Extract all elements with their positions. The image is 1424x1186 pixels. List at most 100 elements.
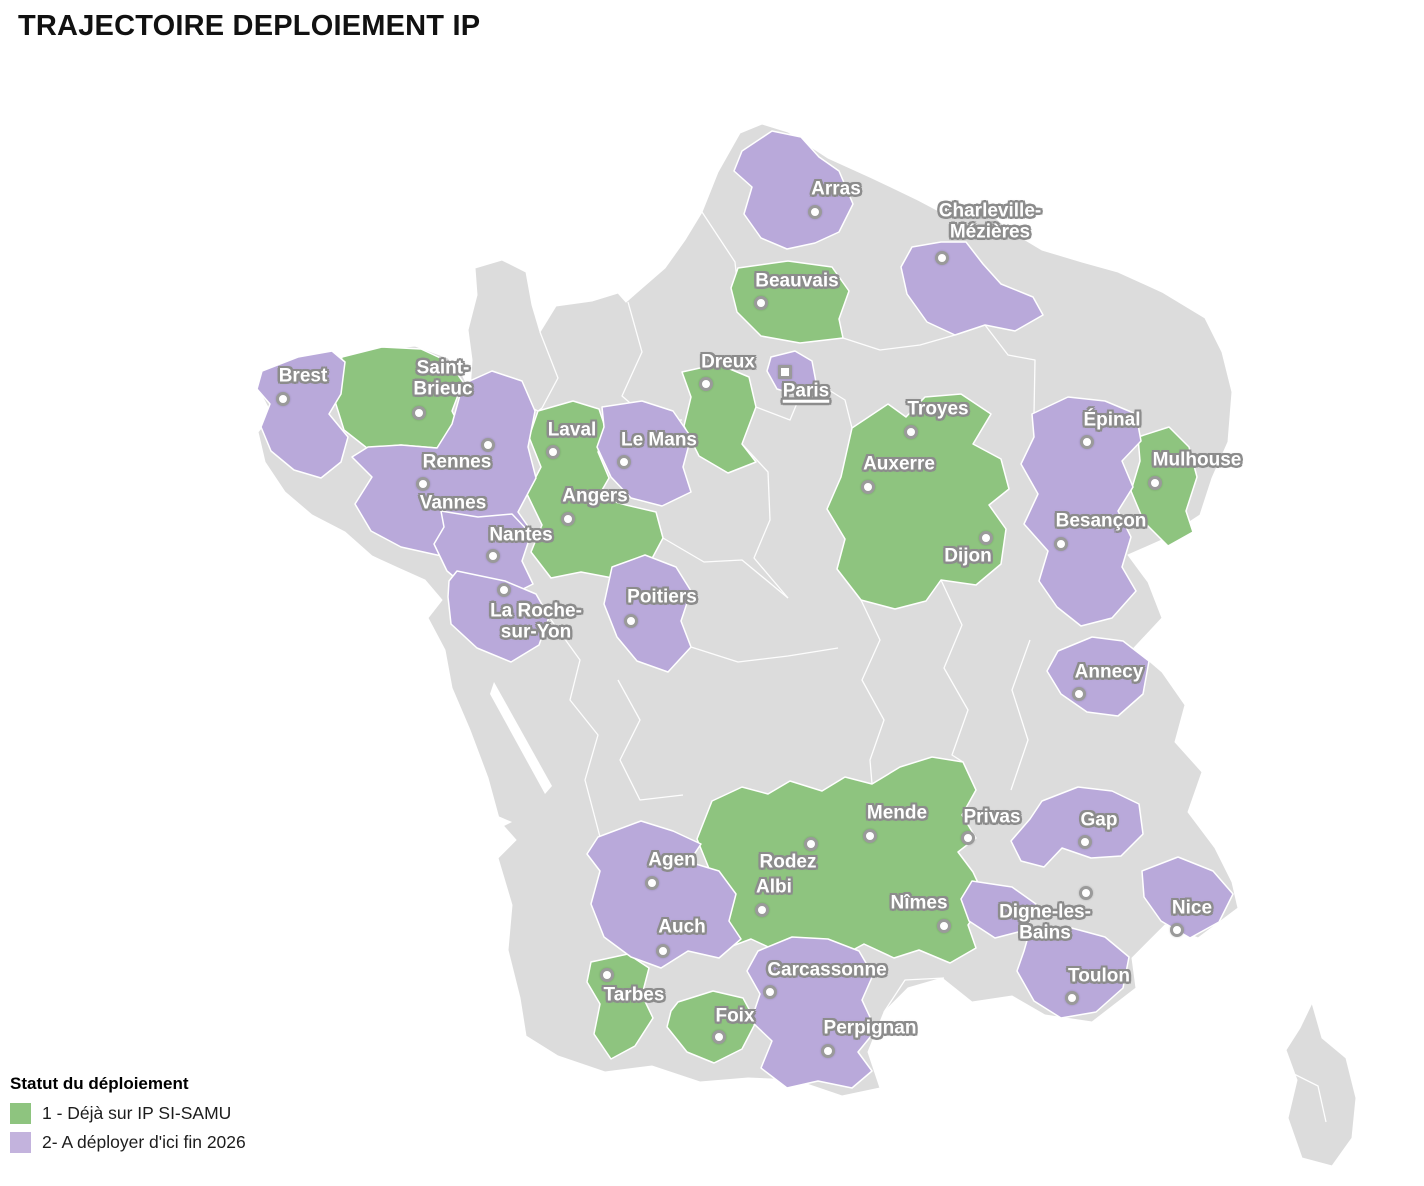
city-label-rennes: Rennes <box>422 451 492 473</box>
city-marker-saint-brieuc[interactable] <box>412 406 426 420</box>
city-marker-beauvais[interactable] <box>754 296 768 310</box>
city-label-albi: Albi <box>756 876 792 898</box>
city-marker-albi[interactable] <box>755 903 769 917</box>
city-label-agen: Agen <box>648 849 696 871</box>
region-gascogne-agen-auch[interactable] <box>586 820 742 969</box>
city-marker-paris[interactable] <box>778 365 792 379</box>
city-marker-la-roche-sur-yon[interactable] <box>497 583 511 597</box>
corsica <box>1285 1001 1357 1167</box>
city-marker-carcassonne[interactable] <box>763 985 777 999</box>
city-marker-privas[interactable] <box>961 831 975 845</box>
city-marker-poitiers[interactable] <box>624 614 638 628</box>
city-label-arras: Arras <box>811 178 861 200</box>
city-marker-nantes[interactable] <box>486 549 500 563</box>
city-label-saint-brieuc: Saint- Brieuc <box>413 357 473 399</box>
city-marker-digne-les-bains[interactable] <box>1079 886 1093 900</box>
city-marker-besancon[interactable] <box>1054 537 1068 551</box>
region-haut-rhin-mulhouse[interactable] <box>1130 426 1198 547</box>
city-marker-le-mans[interactable] <box>617 455 631 469</box>
france-outline <box>257 123 1239 1097</box>
city-label-tarbes: Tarbes <box>603 984 665 1006</box>
region-var-toulon[interactable] <box>1016 926 1130 1019</box>
city-marker-vannes[interactable] <box>416 477 430 491</box>
city-label-auxerre: Auxerre <box>863 453 935 475</box>
deployment-legend: Statut du déploiement 1 - Déjà sur IP SI… <box>10 1074 246 1161</box>
city-marker-gap[interactable] <box>1078 835 1092 849</box>
region-bourgogne-troyes-auxerre-dijon[interactable] <box>826 393 1010 610</box>
city-label-carcassonne: Carcassonne <box>767 959 887 981</box>
arcachon-notch <box>498 816 512 828</box>
city-label-epinal: Épinal <box>1083 409 1141 431</box>
city-marker-laval[interactable] <box>546 445 560 459</box>
city-marker-toulon[interactable] <box>1065 991 1079 1005</box>
city-label-nice: Nice <box>1171 897 1213 919</box>
legend-title: Statut du déploiement <box>10 1074 189 1093</box>
city-marker-charleville-mezieres[interactable] <box>935 251 949 265</box>
city-label-paris: Paris <box>782 380 830 402</box>
city-marker-auch[interactable] <box>656 944 670 958</box>
region-bretagne-sud-rennes-vannes[interactable] <box>351 370 537 563</box>
city-label-mulhouse: Mulhouse <box>1152 449 1242 471</box>
region-ariege-foix[interactable] <box>666 990 757 1064</box>
region-finistere-brest[interactable] <box>256 350 349 479</box>
city-label-charleville-mezieres: Charleville- Mézières <box>938 200 1042 242</box>
region-hautes-alpes-gap[interactable] <box>1010 786 1144 868</box>
region-pas-de-calais-arras[interactable] <box>733 130 854 250</box>
city-marker-rennes[interactable] <box>481 438 495 452</box>
city-marker-troyes[interactable] <box>904 425 918 439</box>
legend-swatch-deployed <box>10 1103 31 1124</box>
legend-label-deployed: 1 - Déjà sur IP SI-SAMU <box>42 1103 232 1123</box>
city-marker-angers[interactable] <box>561 512 575 526</box>
city-label-mende: Mende <box>866 802 928 824</box>
gironde-estuary <box>490 682 552 794</box>
city-label-dreux: Dreux <box>701 351 755 373</box>
city-label-auch: Auch <box>658 916 706 938</box>
city-marker-rodez[interactable] <box>804 837 818 851</box>
regions-layer <box>256 130 1234 1089</box>
region-vaucluse-digne-ouest[interactable] <box>960 880 1037 939</box>
city-label-perpignan: Perpignan <box>823 1017 917 1039</box>
city-label-rodez: Rodez <box>759 851 817 873</box>
region-oise-beauvais[interactable] <box>730 260 850 344</box>
legend-swatch-planned <box>10 1132 31 1153</box>
city-label-laval: Laval <box>547 419 597 441</box>
region-eure-et-loir-dreux[interactable] <box>681 363 757 474</box>
legend-item-deployed: 1 - Déjà sur IP SI-SAMU <box>10 1103 246 1124</box>
city-marker-nice[interactable] <box>1170 923 1184 937</box>
city-label-foix: Foix <box>715 1005 755 1027</box>
city-marker-perpignan[interactable] <box>821 1044 835 1058</box>
region-sarthe-le-mans[interactable] <box>596 400 692 507</box>
city-label-la-roche-sur-yon: La Roche-sur-Yon <box>490 600 582 642</box>
city-label-brest: Brest <box>278 365 328 387</box>
city-marker-epinal[interactable] <box>1080 435 1094 449</box>
city-marker-mulhouse[interactable] <box>1148 476 1162 490</box>
city-marker-brest[interactable] <box>276 392 290 406</box>
city-marker-auxerre[interactable] <box>861 480 875 494</box>
city-marker-foix[interactable] <box>712 1030 726 1044</box>
city-marker-nimes[interactable] <box>937 919 951 933</box>
page-title: TRAJECTOIRE DEPLOIEMENT IP <box>18 10 481 42</box>
city-marker-tarbes[interactable] <box>600 968 614 982</box>
city-marker-agen[interactable] <box>645 876 659 890</box>
city-label-gap: Gap <box>1080 809 1118 831</box>
legend-label-planned: 2- A déployer d'ici fin 2026 <box>42 1132 246 1152</box>
city-label-beauvais: Beauvais <box>755 270 839 292</box>
region-vendee-la-roche-sur-yon[interactable] <box>447 570 550 663</box>
city-label-privas: Privas <box>963 806 1021 828</box>
region-aude-po-carcassonne-perpignan[interactable] <box>746 936 877 1089</box>
region-vienne-poitiers[interactable] <box>603 554 692 673</box>
city-marker-dreux[interactable] <box>699 377 713 391</box>
legend-item-planned: 2- A déployer d'ici fin 2026 <box>10 1132 246 1153</box>
city-label-nantes: Nantes <box>489 524 553 546</box>
city-marker-mende[interactable] <box>863 829 877 843</box>
region-ardennes-charleville[interactable] <box>900 241 1044 336</box>
region-alpes-maritimes-nice[interactable] <box>1141 856 1234 939</box>
city-marker-annecy[interactable] <box>1072 687 1086 701</box>
region-franche-comte-epinal-besancon[interactable] <box>1020 396 1142 627</box>
city-marker-dijon[interactable] <box>979 531 993 545</box>
city-label-poitiers: Poitiers <box>627 586 697 608</box>
city-marker-arras[interactable] <box>808 205 822 219</box>
city-label-toulon: Toulon <box>1068 965 1130 987</box>
